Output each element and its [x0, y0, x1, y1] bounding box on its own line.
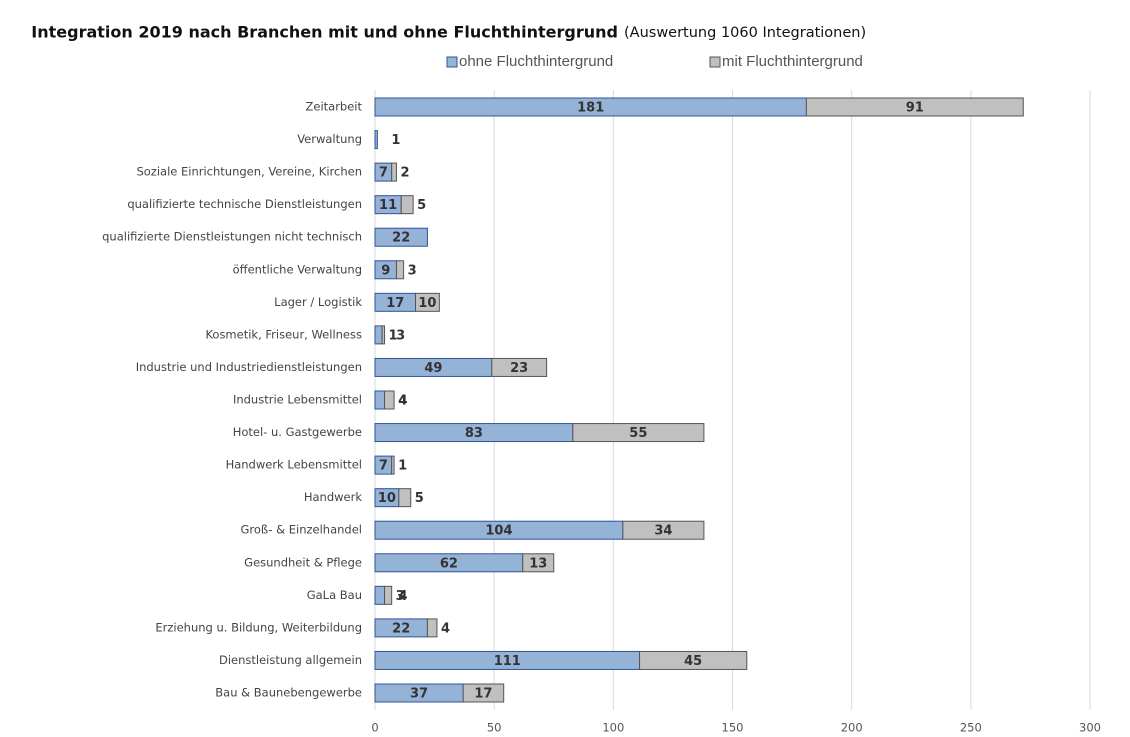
chart-title: Integration 2019 nach Branchen mit und o…: [31, 23, 618, 42]
value-label: 104: [485, 524, 512, 539]
value-label: 5: [415, 491, 424, 506]
bar-segment: [805, 97, 1024, 117]
y-tick-label: Kosmetik, Friseur, Wellness: [205, 327, 362, 341]
y-tick-label: Verwaltung: [297, 132, 362, 146]
y-tick-label: Soziale Einrichtungen, Vereine, Kirchen: [136, 165, 362, 179]
value-label: 181: [577, 101, 604, 116]
legend-swatch: [709, 56, 721, 68]
value-label: 17: [474, 687, 492, 702]
bar-segment: [391, 162, 397, 182]
bar-segment: [622, 520, 705, 540]
value-label: 4: [399, 394, 408, 409]
bar-segment: [374, 325, 383, 345]
y-tick-label: Handwerk: [304, 490, 362, 504]
value-label: 3: [408, 263, 417, 278]
x-tick-label: 200: [841, 721, 863, 735]
value-label: 17: [386, 296, 404, 311]
bar-segment: [391, 455, 395, 475]
value-label: 22: [392, 621, 410, 636]
y-tick-label: Dienstleistung allgemein: [219, 653, 362, 667]
x-tick-label: 250: [960, 721, 982, 735]
y-tick-label: Erziehung u. Bildung, Weiterbildung: [155, 620, 362, 634]
bar-segment: [374, 390, 386, 410]
y-tick-label: öffentliche Verwaltung: [233, 262, 362, 276]
y-tick-label: qualifizierte Dienstleistungen nicht tec…: [102, 230, 362, 244]
bar-segment: [522, 553, 555, 573]
value-label: 11: [379, 198, 397, 213]
x-tick-label: 0: [371, 721, 378, 735]
bar-segment: [384, 390, 395, 410]
value-label: 5: [417, 198, 426, 213]
bar-segment: [374, 585, 386, 605]
value-label: 4: [399, 589, 408, 604]
value-label: 1: [398, 459, 407, 474]
bar-segment: [462, 683, 505, 703]
y-tick-label: Industrie und Industriedienstleistungen: [136, 360, 362, 374]
value-label: 34: [654, 524, 672, 539]
bar-segment: [395, 260, 405, 280]
value-label: 22: [392, 231, 410, 246]
legend-label: ohne Fluchthintergrund: [459, 53, 613, 70]
value-label: 2: [400, 166, 409, 181]
bar-segment: [400, 195, 414, 215]
y-tick-label: Handwerk Lebensmittel: [226, 458, 362, 472]
y-tick-label: Hotel- u. Gastgewerbe: [233, 425, 362, 439]
y-tick-label: Groß- & Einzelhandel: [240, 523, 362, 537]
bar-segment: [426, 618, 438, 638]
y-tick-label: qualifizierte technische Dienstleistunge…: [127, 197, 362, 211]
x-tick-label: 100: [602, 721, 624, 735]
value-label: 13: [529, 556, 547, 571]
y-tick-label: Bau & Baunebengewerbe: [215, 686, 362, 700]
y-tick-label: GaLa Bau: [307, 588, 362, 602]
value-label: 49: [424, 361, 442, 376]
value-label: 37: [410, 687, 428, 702]
value-label: 4: [398, 394, 407, 409]
bar-segment: [374, 227, 428, 247]
bar-segment: [384, 585, 393, 605]
value-label: 1: [389, 328, 398, 343]
value-label: 111: [494, 654, 521, 669]
value-label: 23: [510, 361, 528, 376]
y-tick-label: Zeitarbeit: [305, 100, 362, 114]
value-label: 91: [906, 101, 924, 116]
value-label: 4: [441, 621, 450, 636]
bar-segment: [374, 130, 378, 150]
value-label: 83: [465, 426, 483, 441]
bar-segment: [639, 650, 748, 670]
bar-segment: [398, 488, 412, 508]
y-tick-label: Gesundheit & Pflege: [244, 555, 362, 569]
bar-segment: [415, 292, 440, 312]
value-label: 55: [629, 426, 647, 441]
value-label: 45: [684, 654, 702, 669]
bar-segment: [381, 325, 386, 345]
bar-segment: [491, 357, 548, 377]
value-label: 9: [381, 263, 390, 278]
value-label: 1: [391, 133, 400, 148]
y-tick-label: Industrie Lebensmittel: [233, 393, 362, 407]
value-label: 10: [378, 491, 396, 506]
legend-swatch: [446, 56, 458, 68]
value-label: 3: [396, 589, 405, 604]
bar-segment: [572, 423, 705, 443]
y-tick-label: Lager / Logistik: [274, 295, 362, 309]
x-tick-label: 300: [1079, 721, 1101, 735]
legend-label: mit Fluchthintergrund: [722, 53, 863, 70]
x-tick-label: 150: [722, 721, 744, 735]
chart-subtitle: (Auswertung 1060 Integrationen): [624, 25, 866, 41]
value-label: 10: [418, 296, 436, 311]
value-label: 3: [396, 328, 405, 343]
x-tick-label: 50: [487, 721, 502, 735]
value-label: 7: [379, 459, 388, 474]
value-label: 7: [379, 166, 388, 181]
value-label: 62: [440, 556, 458, 571]
